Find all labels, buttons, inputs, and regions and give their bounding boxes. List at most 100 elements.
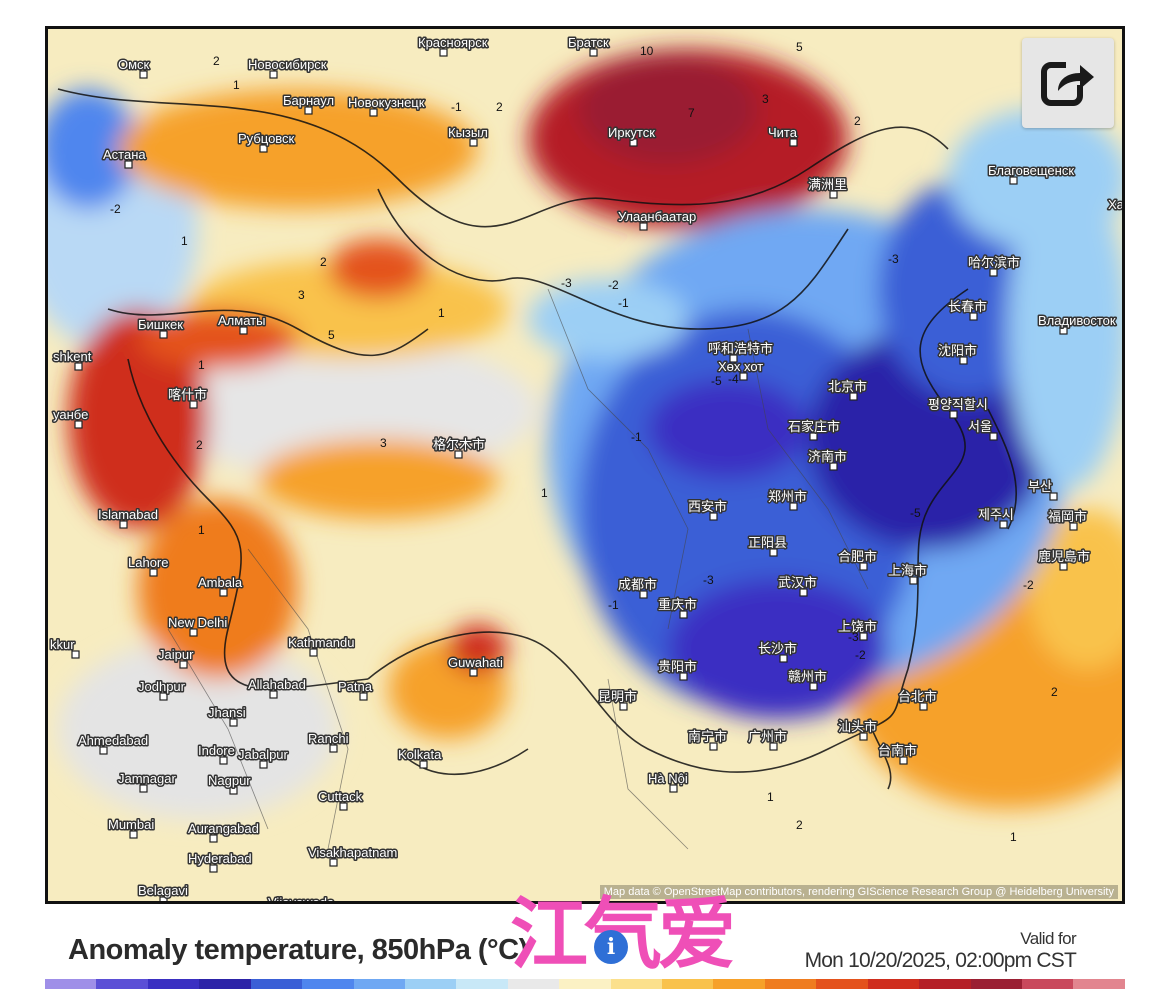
city-marker[interactable]: Jabalpur [237,746,290,769]
city-label: 喀什市 [168,387,207,402]
city-marker[interactable]: Indore [197,742,236,765]
city-marker[interactable]: 喀什市 [167,386,209,409]
city-marker[interactable]: 赣州市 [787,668,829,691]
info-icon[interactable]: i [594,930,628,964]
city-marker[interactable]: 西安市 [687,498,729,521]
city-marker[interactable]: Хөх хот [717,358,765,381]
city-label: 格尔木市 [433,437,485,452]
city-marker[interactable]: Belagavi [137,882,189,901]
city-marker[interactable]: Allahabad [247,676,307,699]
city-marker[interactable]: 郑州市 [767,488,809,511]
city-marker[interactable]: Омск [117,56,151,79]
city-marker[interactable]: Новосибирск [247,56,328,79]
city-dot [229,786,238,795]
city-marker[interactable]: shkent [52,348,93,371]
city-marker[interactable]: 평양직할시 [927,396,989,419]
city-marker[interactable]: Улаанбаатар [617,208,698,231]
temperature-anomaly-map[interactable]: Омск Новосибирск Красноярск Братск Барнаул Но… [48,29,1122,901]
city-marker[interactable]: Бишкек [137,316,185,339]
city-marker[interactable]: Рубцовск [237,130,296,153]
city-dot [159,896,168,901]
city-marker[interactable]: Иркутск [607,124,657,147]
city-marker[interactable]: 沈阳市 [937,342,979,365]
city-marker[interactable]: Hà Nội [647,770,689,793]
color-scale-swatch [662,979,714,989]
city-marker[interactable]: Новокузнецк [347,94,426,117]
city-marker[interactable]: Kolkata [397,746,444,769]
city-marker[interactable]: 满洲里 [807,176,849,199]
city-marker[interactable]: Aurangabad [187,820,260,843]
city-marker[interactable]: 武汉市 [777,574,819,597]
city-marker[interactable]: Mumbai [107,816,156,839]
city-dot [769,742,778,751]
city-marker[interactable]: Nagpur [207,772,253,795]
city-marker[interactable]: Kathmandu [287,634,356,657]
city-marker[interactable]: 福岡市 [1047,508,1089,531]
city-marker[interactable]: 成都市 [617,576,659,599]
city-marker[interactable]: Cuttack [317,788,364,811]
city-marker[interactable]: 台南市 [877,742,919,765]
city-marker[interactable]: 제주시 [977,506,1015,529]
city-marker[interactable]: 北京市 [827,378,869,401]
city-marker[interactable]: Islamabad [97,506,159,529]
city-marker[interactable]: Красноярск [417,34,489,57]
city-marker[interactable]: Астана [102,146,148,169]
city-marker[interactable]: Благовещенск [987,162,1076,185]
city-marker[interactable]: 台北市 [897,688,939,711]
city-marker[interactable]: Hyderabad [187,850,253,873]
city-marker[interactable]: 上海市 [887,562,929,585]
city-marker[interactable]: 广州市 [747,728,789,751]
city-marker[interactable]: 重庆市 [657,596,699,619]
city-dot [139,70,148,79]
city-marker[interactable]: Lahore [127,554,170,577]
city-marker[interactable]: 合肥市 [837,548,879,571]
city-marker[interactable]: Ranchi [307,730,350,753]
city-marker[interactable]: Хабаров [1107,196,1123,218]
city-marker[interactable]: Алматы [217,312,267,335]
city-marker[interactable]: 石家庄市 [787,418,842,441]
city-marker[interactable]: 서울 [967,418,998,441]
city-marker[interactable]: New Delhi [167,614,229,637]
city-marker[interactable]: Ahmedabad [77,732,150,755]
city-marker[interactable]: Владивосток [1037,312,1117,335]
city-marker[interactable]: Барнаул [282,92,336,115]
city-marker[interactable]: Ambala [197,574,244,597]
city-marker[interactable]: 哈尔滨市 [967,254,1022,277]
contour-value-label: 3 [380,436,387,450]
city-marker[interactable]: Братск [567,34,611,57]
city-marker[interactable]: Jamnagar [117,770,178,793]
city-marker[interactable]: 长春市 [947,298,989,321]
city-marker[interactable]: 昆明市 [597,688,639,711]
city-marker[interactable]: 南宁市 [687,728,729,751]
city-marker[interactable]: 부산 [1027,478,1058,501]
map[interactable]: Омск Новосибирск Красноярск Братск Барнаул Но… [45,26,1125,904]
share-button[interactable] [1022,38,1114,128]
color-scale-swatch [302,979,354,989]
city-marker[interactable]: Guwahati [447,654,505,677]
city-marker[interactable]: Patna [337,678,374,701]
city-marker[interactable]: 汕头市 [837,718,879,741]
city-marker[interactable]: 呼和浩特市 [707,340,775,363]
city-marker[interactable]: kkur [49,636,80,659]
city-marker[interactable]: 长沙市 [757,640,799,663]
city-marker[interactable]: 贵阳市 [657,658,699,681]
city-marker[interactable]: 正阳县 [747,534,789,557]
city-dot [229,718,238,727]
city-marker[interactable]: Vijayawada [267,894,337,902]
city-marker[interactable]: 上饶市 [837,618,879,641]
city-dot [1009,176,1018,185]
city-dot [259,144,268,153]
contour-value-label: -2 [855,648,866,662]
city-dot [629,138,638,147]
city-marker[interactable]: 格尔木市 [432,436,487,459]
city-marker[interactable]: Jaipur [157,646,196,669]
city-marker[interactable]: 济南市 [807,448,849,471]
city-marker[interactable]: Кызыл [447,124,489,147]
city-marker[interactable]: уанбе [52,406,90,429]
city-marker[interactable]: Jodhpur [137,678,187,701]
city-marker[interactable]: Чита [767,124,799,147]
city-marker[interactable]: Jhansi [207,704,247,727]
city-marker[interactable]: 鹿児島市 [1037,548,1092,571]
city-label: Рубцовск [238,131,295,146]
city-marker[interactable]: Visakhapatnam [307,844,399,867]
